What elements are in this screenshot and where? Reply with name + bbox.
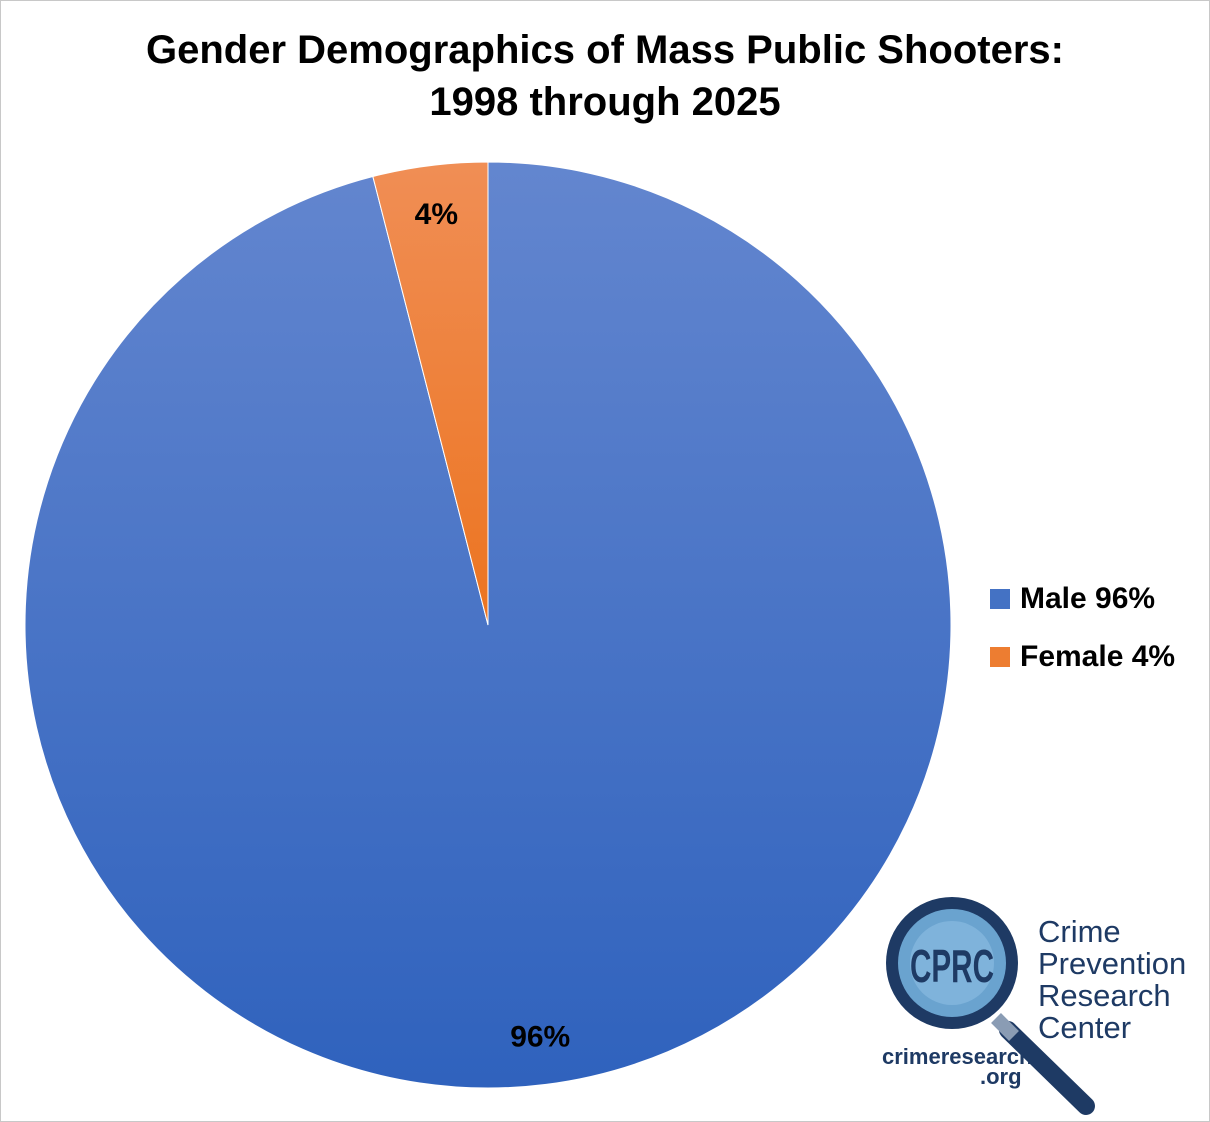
- chart-title: Gender Demographics of Mass Public Shoot…: [0, 24, 1210, 128]
- legend-label-male: Male 96%: [1020, 582, 1156, 615]
- chart-title-line-1: Gender Demographics of Mass Public Shoot…: [146, 28, 1064, 72]
- logo-name-line-2: Prevention: [1038, 946, 1187, 981]
- cprc-logo: CPRC: [886, 897, 1095, 1115]
- legend-label-female: Female 4%: [1020, 640, 1176, 673]
- logo-badge-text: CPRC: [910, 940, 994, 992]
- legend-item-male: Male 96%: [990, 582, 1155, 616]
- chart-title-line-2: 1998 through 2025: [429, 80, 781, 124]
- logo-name-line-1: Crime: [1038, 914, 1121, 949]
- logo-name-line-3: Research: [1038, 978, 1171, 1013]
- legend-swatch-female: [990, 647, 1010, 667]
- logo-url-line-2: .org: [980, 1064, 1022, 1089]
- magnifier-handle: [999, 1021, 1095, 1115]
- magnifier-neck: [991, 1013, 1019, 1041]
- data-label-male: 96%: [510, 1020, 570, 1053]
- logo-name-line-4: Center: [1038, 1010, 1132, 1045]
- data-label-female: 4%: [415, 198, 458, 231]
- pie-slice-female: [372, 161, 489, 626]
- legend-swatch-male: [990, 589, 1010, 609]
- logo-url-line-1: crimeresearch: [882, 1044, 1033, 1069]
- legend-item-female: Female 4%: [990, 640, 1175, 674]
